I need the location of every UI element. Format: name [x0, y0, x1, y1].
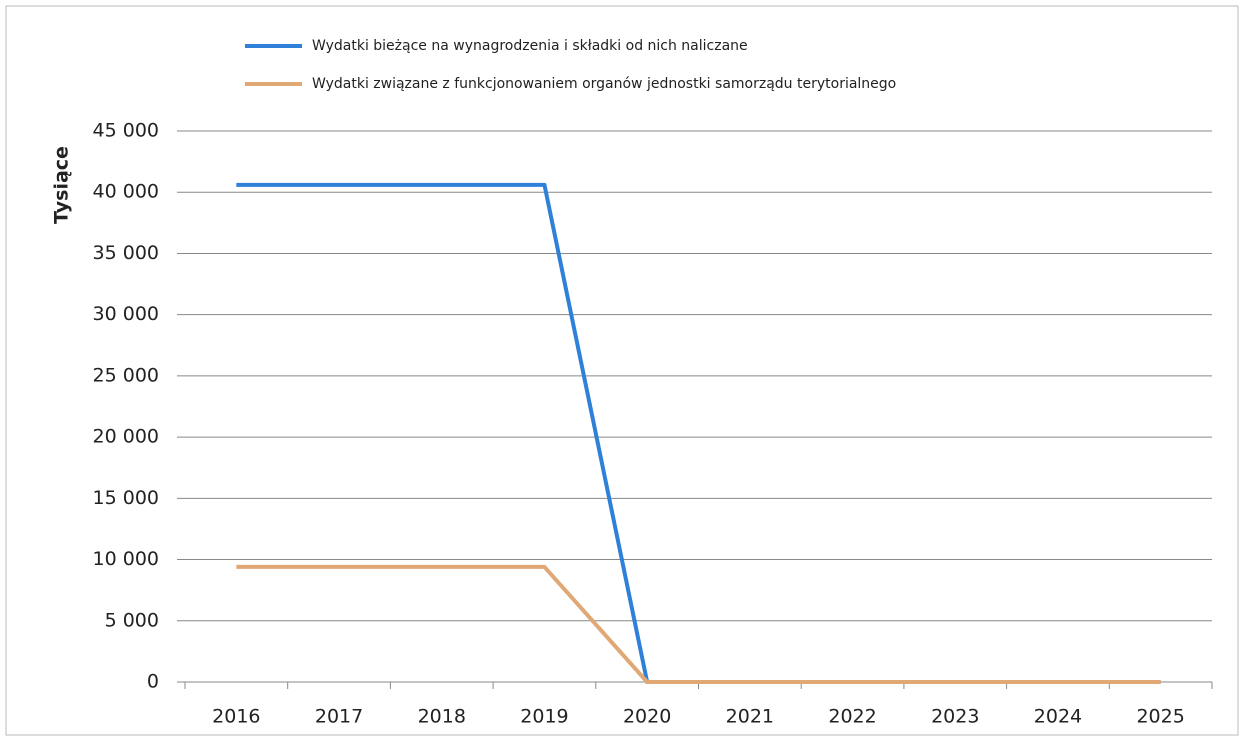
x-tick-label: 2023: [931, 706, 979, 728]
x-tick-label: 2024: [1034, 706, 1082, 728]
chart-border: [5, 5, 1239, 736]
y-tick-label: 20 000: [93, 426, 159, 448]
y-tick-label: 0: [147, 671, 159, 693]
y-tick-label: 30 000: [93, 303, 159, 325]
series-line: [236, 182, 1161, 684]
y-tick-label: 15 000: [93, 487, 159, 509]
y-tick-label: 10 000: [93, 548, 159, 570]
x-tick-label: 2017: [315, 706, 363, 728]
legend-label: Wydatki bieżące na wynagrodzenia i skład…: [312, 38, 748, 54]
y-tick-label: 40 000: [93, 181, 159, 203]
x-tick-label: 2021: [726, 706, 774, 728]
y-tick-label: 25 000: [93, 364, 159, 386]
x-tick-label: 2022: [828, 706, 876, 728]
y-tick-label: 35 000: [93, 242, 159, 264]
x-tick-label: 2016: [212, 706, 260, 728]
y-tick-label: 5 000: [105, 609, 159, 631]
series-line: [236, 564, 1161, 684]
x-tick-label: 2018: [418, 706, 466, 728]
x-tick-label: 2020: [623, 706, 671, 728]
legend-label: Wydatki związane z funkcjonowaniem organ…: [312, 76, 896, 92]
y-axis-label: Tysiące: [51, 146, 73, 224]
y-tick-label: 45 000: [93, 120, 159, 142]
x-tick-label: 2019: [520, 706, 568, 728]
x-tick-label: 2025: [1136, 706, 1184, 728]
